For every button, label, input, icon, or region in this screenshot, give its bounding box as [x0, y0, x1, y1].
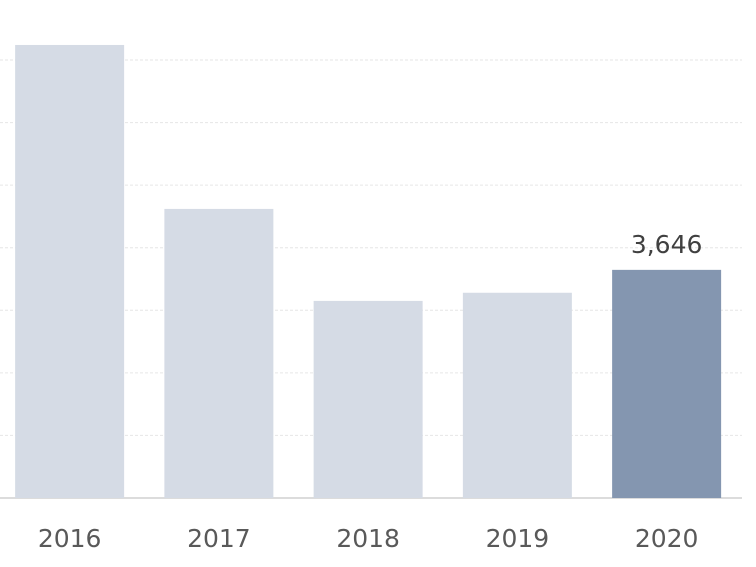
bar [612, 269, 722, 498]
x-tick-label: 2018 [336, 524, 400, 553]
bar [15, 44, 125, 499]
bar [164, 208, 274, 499]
bar [462, 292, 572, 498]
x-tick-label: 2019 [486, 524, 550, 553]
x-tick-label: 2016 [38, 524, 102, 553]
bar [313, 300, 423, 498]
data-label: 3,646 [631, 230, 703, 259]
x-tick-label: 2017 [187, 524, 251, 553]
x-tick-label: 2020 [635, 524, 699, 553]
